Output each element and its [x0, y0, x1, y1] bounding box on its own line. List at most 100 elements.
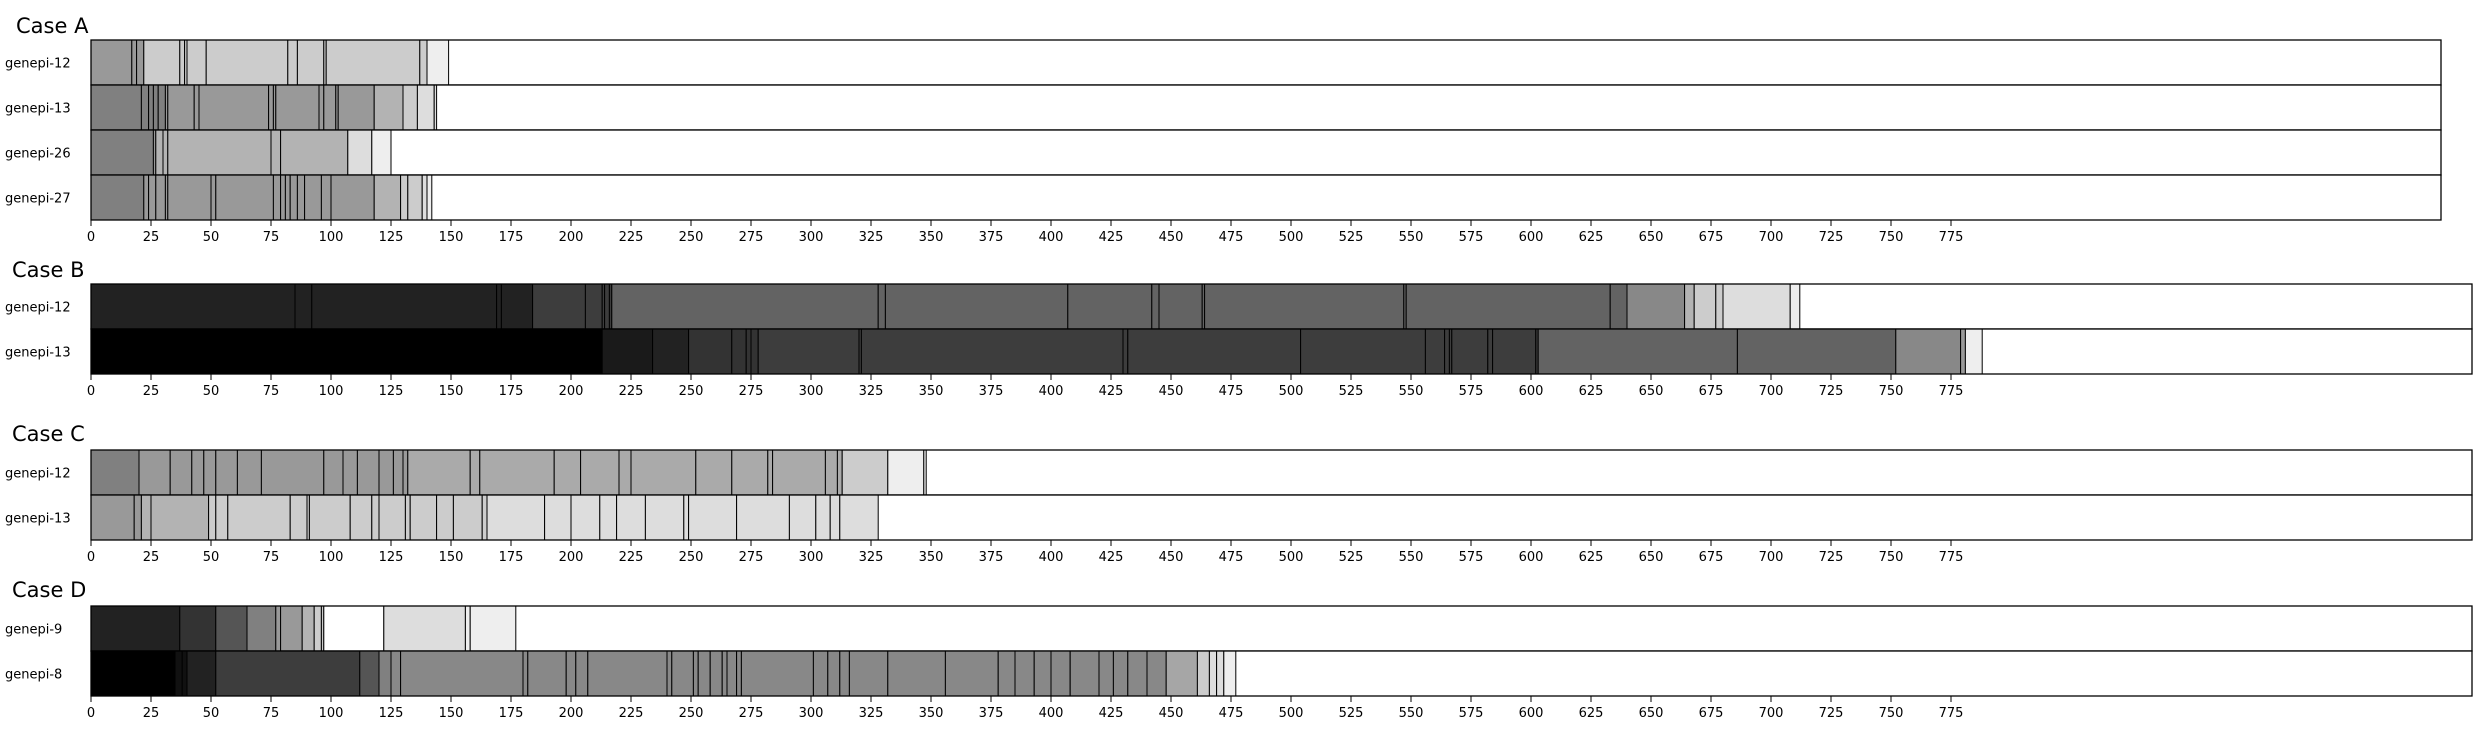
bar-segment — [1050, 650, 1071, 697]
x-tick-label: 350 — [919, 384, 944, 399]
bar-segment — [179, 39, 186, 86]
x-tick-label: 175 — [499, 706, 524, 721]
bar-segment — [1033, 650, 1052, 697]
bar-segment — [215, 605, 248, 652]
x-tick-label: 625 — [1579, 550, 1604, 565]
x-tick-label: 600 — [1519, 384, 1544, 399]
bar-segment — [378, 449, 394, 496]
x-tick-label: 150 — [439, 706, 464, 721]
bar-segment — [1208, 650, 1218, 697]
bar-row: genepi-27 — [5, 174, 2442, 221]
bar-segment — [268, 84, 274, 131]
bar-segment — [421, 174, 428, 221]
bar-segment — [342, 449, 358, 496]
x-tick-label: 325 — [859, 230, 884, 245]
row-label: genepi-9 — [5, 623, 62, 638]
bar-segment — [721, 650, 728, 697]
x-tick-label: 375 — [979, 230, 1004, 245]
row-frame-fill — [91, 130, 2441, 175]
bar-segment — [409, 494, 438, 541]
row-label: genepi-12 — [5, 467, 71, 482]
bar-segment — [280, 174, 286, 221]
bar-segment — [1405, 283, 1611, 330]
bar-segment — [400, 174, 409, 221]
x-tick-label: 525 — [1339, 384, 1364, 399]
x-tick-label: 225 — [619, 230, 644, 245]
bar-row: genepi-8 — [5, 650, 2473, 697]
bar-segment — [1693, 283, 1717, 330]
bar-segment — [1216, 650, 1225, 697]
x-tick-label: 525 — [1339, 550, 1364, 565]
x-tick-label: 500 — [1279, 550, 1304, 565]
x-tick-label: 550 — [1399, 550, 1424, 565]
x-tick-label: 725 — [1819, 706, 1844, 721]
bar-segment — [1424, 328, 1446, 375]
bar-row: genepi-9 — [5, 605, 2473, 652]
bar-segment — [90, 39, 133, 86]
x-tick-label: 575 — [1459, 230, 1484, 245]
bar-segment — [419, 39, 428, 86]
x-tick-label: 525 — [1339, 230, 1364, 245]
bar-row: genepi-12 — [5, 449, 2473, 496]
bar-segment — [148, 84, 154, 131]
row-label: genepi-12 — [5, 57, 71, 72]
panel-title: Case B — [12, 258, 84, 282]
x-tick-label: 425 — [1099, 706, 1124, 721]
x-tick-label: 75 — [263, 384, 280, 399]
bar-segment — [788, 494, 817, 541]
x-tick-label: 600 — [1519, 230, 1544, 245]
x-tick-label: 775 — [1939, 384, 1964, 399]
x-tick-label: 250 — [679, 384, 704, 399]
row-label: genepi-13 — [5, 346, 71, 361]
bar-segment — [604, 283, 610, 330]
bar-segment — [1789, 283, 1801, 330]
x-tick-label: 550 — [1399, 230, 1424, 245]
x-tick-label: 0 — [87, 384, 95, 399]
bar-segment — [1127, 650, 1148, 697]
bar-segment — [198, 84, 270, 131]
x-tick-label: 300 — [799, 384, 824, 399]
bar-segment — [580, 449, 620, 496]
bar-segment — [181, 650, 188, 697]
bar-segment — [726, 650, 738, 697]
bar-segment — [1492, 328, 1537, 375]
bar-segment — [884, 283, 1069, 330]
x-tick-label: 50 — [203, 230, 220, 245]
bar-segment — [371, 494, 380, 541]
x-tick-label: 725 — [1819, 230, 1844, 245]
x-tick-label: 575 — [1459, 706, 1484, 721]
bar-segment — [323, 84, 337, 131]
x-tick-label: 25 — [143, 550, 160, 565]
x-tick-label: 650 — [1639, 706, 1664, 721]
bar-segment — [150, 494, 210, 541]
panel-case-3: Case C genepi-12 genepi-13 0 25 50 75 100 125 150… — [5, 422, 2473, 565]
row-label: genepi-26 — [5, 147, 71, 162]
panel-case-1: Case A genepi-12 genepi-13 genepi-26 genepi-… — [5, 14, 2442, 245]
x-tick-label: 425 — [1099, 384, 1124, 399]
bar-segment — [584, 283, 603, 330]
bar-segment — [1964, 328, 1983, 375]
bar-segment — [275, 84, 320, 131]
x-tick-label: 400 — [1039, 384, 1064, 399]
x-tick-label: 375 — [979, 384, 1004, 399]
x-tick-label: 750 — [1879, 706, 1904, 721]
x-tick-label: 150 — [439, 384, 464, 399]
bar-segment — [210, 174, 217, 221]
x-tick-label: 725 — [1819, 550, 1844, 565]
x-tick-label: 475 — [1219, 230, 1244, 245]
x-tick-label: 250 — [679, 230, 704, 245]
x-tick-label: 675 — [1699, 384, 1724, 399]
bar-segment — [1158, 283, 1203, 330]
bar-segment — [736, 494, 790, 541]
bar-segment — [289, 494, 308, 541]
bar-segment — [311, 283, 498, 330]
x-tick-label: 50 — [203, 550, 220, 565]
bar-segment — [373, 84, 404, 131]
x-tick-label: 400 — [1039, 706, 1064, 721]
bar-segment — [1451, 328, 1489, 375]
x-tick-label: 275 — [739, 550, 764, 565]
x-tick-label: 750 — [1879, 550, 1904, 565]
x-tick-label: 475 — [1219, 384, 1244, 399]
row-label: genepi-27 — [5, 192, 71, 207]
x-tick-label: 175 — [499, 384, 524, 399]
